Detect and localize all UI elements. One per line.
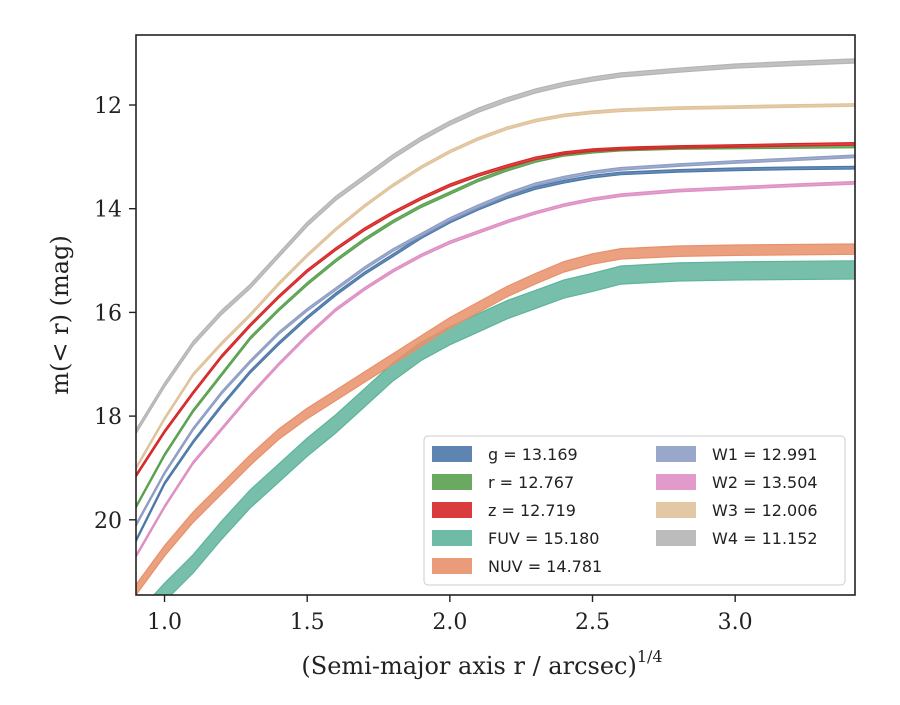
legend-label-g: g = 13.169 — [488, 445, 578, 464]
legend-label-w3: W3 = 12.006 — [712, 501, 818, 520]
legend: g = 13.169 r = 12.767 z = 12.719 FUV = 15.1… — [423, 435, 846, 586]
series-band-r — [136, 144, 855, 509]
legend-label-w4: W4 = 11.152 — [712, 529, 818, 548]
y-tick-label: 20 — [94, 509, 122, 534]
y-axis-ticks: 12 14 16 18 20 — [94, 94, 136, 534]
legend-box — [423, 435, 846, 586]
y-tick-label: 14 — [94, 198, 122, 223]
y-axis-label: m(< r) (mag) — [46, 235, 74, 394]
x-tick-label: 1.5 — [290, 610, 325, 635]
legend-swatch-g — [432, 446, 472, 462]
legend-swatch-fuv — [432, 530, 472, 546]
series-band-w4 — [136, 58, 855, 435]
plot-frame — [135, 34, 856, 596]
legend-label-w1: W1 = 12.991 — [712, 445, 818, 464]
legend-swatch-w4 — [656, 530, 696, 546]
legend-swatch-w2 — [656, 474, 696, 490]
legend-swatch-r — [432, 474, 472, 490]
series-band-w1 — [136, 154, 855, 527]
series-band-fuv — [152, 260, 855, 595]
y-tick-label: 12 — [94, 94, 122, 119]
legend-label-nuv: NUV = 14.781 — [488, 557, 602, 576]
series-band-nuv — [136, 243, 855, 595]
x-axis-label: (Semi-major axis r / arcsec)1/4 — [301, 647, 662, 680]
series-band-g — [136, 165, 855, 543]
legend-swatch-nuv — [432, 558, 472, 574]
legend-swatch-w1 — [656, 446, 696, 462]
series-band-z — [136, 141, 855, 479]
x-tick-label: 3.0 — [718, 610, 753, 635]
legend-swatch-z — [432, 502, 472, 518]
x-tick-label: 2.0 — [432, 610, 467, 635]
x-axis-ticks: 1.0 1.5 2.0 2.5 3.0 — [147, 595, 753, 635]
legend-swatch-w3 — [656, 502, 696, 518]
x-tick-label: 1.0 — [147, 610, 182, 635]
series-band-w3 — [136, 103, 855, 471]
series-band-w2 — [136, 180, 855, 559]
x-tick-label: 2.5 — [575, 610, 610, 635]
y-tick-label: 18 — [94, 405, 122, 430]
legend-label-fuv: FUV = 15.180 — [488, 529, 599, 548]
legend-label-w2: W2 = 13.504 — [712, 473, 818, 492]
series-layer — [136, 58, 855, 595]
legend-label-z: z = 12.719 — [488, 501, 576, 520]
legend-label-r: r = 12.767 — [488, 473, 574, 492]
y-tick-label: 16 — [94, 301, 122, 326]
